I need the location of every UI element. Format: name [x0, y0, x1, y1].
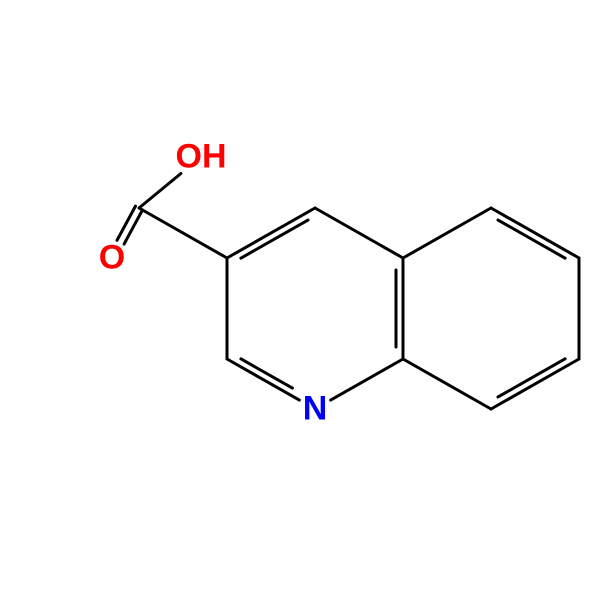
atom-label-OH: OH	[176, 138, 227, 177]
bond-layer	[0, 0, 600, 600]
atom-label-O1: O	[99, 239, 125, 278]
atom-label-N: N	[303, 390, 328, 429]
molecule-canvas: N O OH	[0, 0, 600, 600]
